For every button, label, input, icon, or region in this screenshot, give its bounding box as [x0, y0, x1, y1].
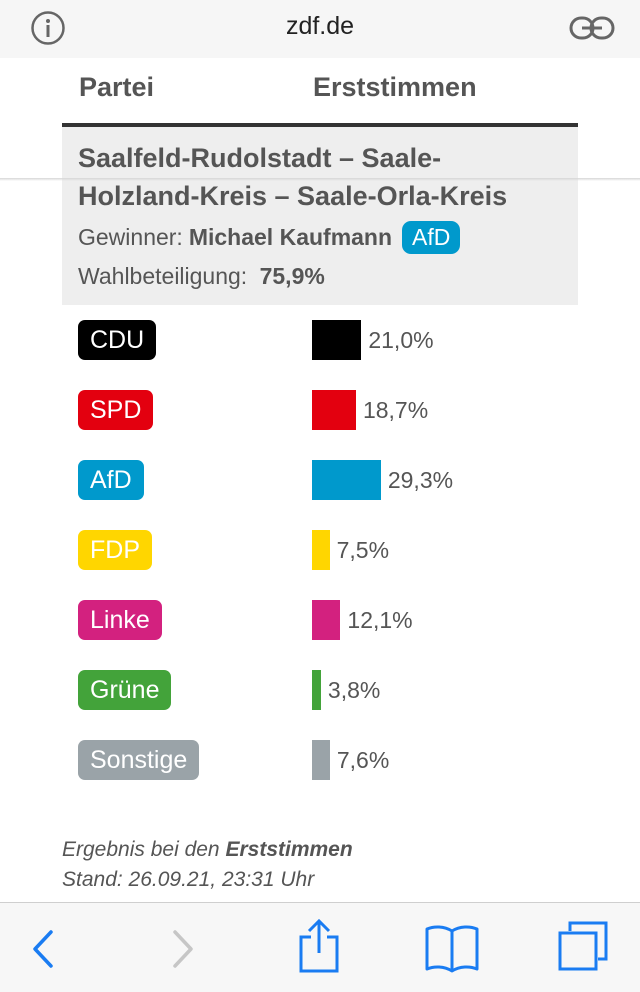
party-badge: Grüne	[78, 670, 172, 710]
result-bar	[312, 530, 330, 570]
header-divider	[62, 123, 578, 127]
party-badge: AfD	[78, 460, 144, 500]
stand-note: Stand: 26.09.21, 23:31 Uhr	[62, 868, 315, 891]
bookmarks-icon[interactable]	[424, 923, 480, 973]
column-header-party: Partei	[79, 72, 155, 102]
constituency-title: Saalfeld-Rudolstadt – Saale-Holzland-Kre…	[78, 143, 508, 211]
party-badge: Sonstige	[78, 740, 200, 780]
turnout-value: 75,9%	[259, 263, 325, 289]
result-bar	[312, 390, 356, 430]
result-note-bold: Erststimmen	[225, 838, 353, 861]
result-row: SPD 18,7%	[0, 390, 640, 440]
constituency-summary: Saalfeld-Rudolstadt – Saale-Holzland-Kre…	[62, 127, 578, 305]
result-row: AfD 29,3%	[0, 460, 640, 510]
result-percentage: 7,6%	[336, 747, 390, 773]
result-row: Linke 12,1%	[0, 600, 640, 650]
result-percentage: 7,5%	[336, 537, 390, 563]
url-bar[interactable]: zdf.de	[0, 0, 640, 58]
scroll-shadow	[0, 178, 640, 181]
result-percentage: 29,3%	[387, 467, 454, 493]
result-percentage: 3,8%	[327, 677, 381, 703]
share-icon[interactable]	[297, 917, 341, 975]
turnout-line: Wahlbeteiligung: 75,9%	[78, 263, 325, 290]
back-icon[interactable]	[30, 929, 56, 969]
result-percentage: 12,1%	[347, 607, 413, 633]
winner-name: Michael Kaufmann	[188, 224, 393, 250]
tabs-icon[interactable]	[556, 919, 610, 973]
result-row: CDU 21,0%	[0, 320, 640, 370]
result-bar	[312, 740, 330, 780]
browser-toolbar	[0, 902, 640, 992]
result-row: Grüne 3,8%	[0, 670, 640, 720]
result-note: Ergebnis bei den Erststimmen	[62, 838, 353, 862]
turnout-label: Wahlbeteiligung:	[78, 263, 248, 289]
party-badge: SPD	[78, 390, 154, 430]
party-badge: CDU	[78, 320, 157, 360]
winner-label: Gewinner:	[78, 224, 183, 250]
url-domain[interactable]: zdf.de	[285, 12, 355, 40]
result-bar	[312, 670, 321, 710]
winner-line: Gewinner: Michael Kaufmann AfD	[78, 221, 461, 254]
forward-icon[interactable]	[170, 929, 196, 969]
result-row: Sonstige 7,6%	[0, 740, 640, 790]
result-percentage: 18,7%	[362, 397, 429, 423]
winner-party-badge: AfD	[402, 221, 461, 254]
result-row: FDP 7,5%	[0, 530, 640, 580]
result-note-prefix: Ergebnis bei den	[62, 838, 220, 861]
result-bar	[312, 320, 362, 360]
party-badge: FDP	[78, 530, 152, 570]
column-header-votes: Erststimmen	[313, 72, 477, 102]
result-bar	[312, 600, 341, 640]
info-icon[interactable]	[30, 10, 66, 46]
party-badge: Linke	[78, 600, 162, 640]
link-icon[interactable]	[569, 14, 615, 42]
result-bar	[312, 460, 381, 500]
result-percentage: 21,0%	[368, 327, 434, 353]
